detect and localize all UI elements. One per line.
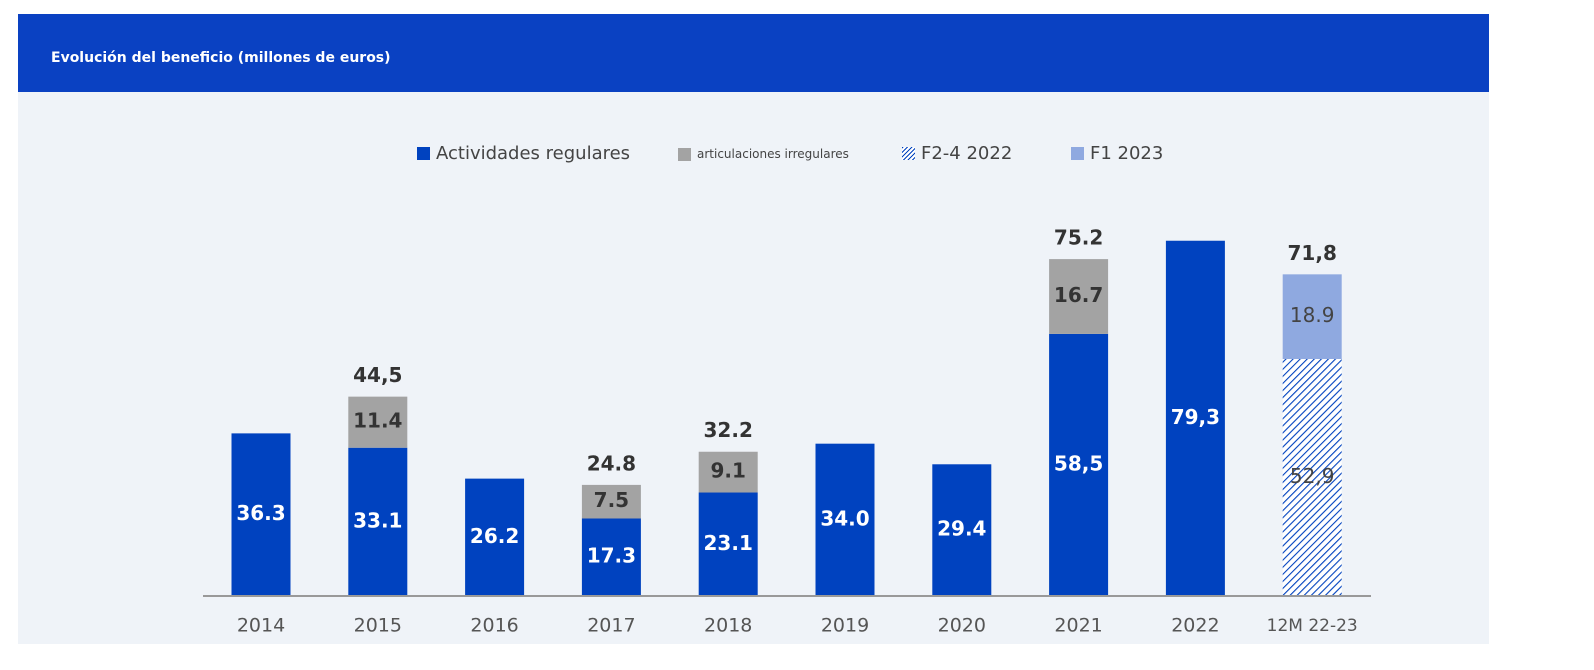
chart-title: Evolución del beneficio (millones de eur… [51, 50, 391, 66]
bar-value-label: 23.1 [704, 531, 753, 555]
legend-label-regular: Actividades regulares [436, 143, 631, 164]
bar-value-label: 52,9 [1290, 464, 1335, 488]
legend-item-f1: F1 2023 [1071, 143, 1163, 164]
bar-total-label: 24.8 [587, 451, 636, 475]
bar-2-2021 [1049, 259, 1109, 334]
bar-1-2016 [465, 478, 525, 596]
bar-value-label: 79,3 [1171, 405, 1220, 429]
bar-total-label: 44,5 [353, 363, 402, 387]
bar-value-label: 7.5 [594, 488, 629, 512]
x-tick-label: 2022 [1171, 615, 1219, 637]
legend: Actividades regulares articulaciones irr… [18, 143, 1489, 173]
bar-1-2019 [815, 443, 875, 596]
bar-value-label: 11.4 [353, 409, 402, 433]
legend-item-regular: Actividades regulares [417, 143, 630, 164]
bar-4-12M-22-23 [1282, 274, 1342, 360]
bar-value-label: 9.1 [710, 459, 745, 483]
bar-3-12M-22-23 [1282, 359, 1342, 596]
legend-swatch-regular [417, 147, 430, 160]
bar-value-label: 16.7 [1054, 283, 1103, 307]
bar-1-2021 [1049, 333, 1109, 596]
x-tick-label: 2019 [821, 615, 869, 637]
bar-value-label: 36.3 [236, 501, 285, 525]
bar-1-2020 [932, 464, 992, 596]
bar-value-label: 34.0 [820, 506, 869, 530]
bar-value-label: 26.2 [470, 524, 519, 548]
bar-value-label: 58,5 [1054, 451, 1103, 475]
bar-1-2018 [698, 492, 758, 596]
bar-total-label: 71,8 [1288, 241, 1337, 265]
header-bar: Evolución del beneficio (millones de eur… [18, 14, 1489, 92]
x-tick-label: 2017 [587, 615, 635, 637]
x-tick-label: 2014 [237, 615, 285, 637]
x-tick-label: 12M 22-23 [1267, 616, 1358, 636]
legend-label-irregular: articulaciones irregulares [697, 147, 849, 161]
bar-1-2017 [581, 518, 641, 596]
bar-chart: 36.3 2014 33.1 11.4 44,5 2015 26.2 2016 17.3 7.5 2… [203, 226, 1371, 637]
legend-label-f24: F2-4 2022 [921, 143, 1013, 164]
bar-2-2018 [698, 451, 758, 493]
bar-2-2015 [348, 396, 408, 448]
x-tick-label: 2015 [354, 615, 402, 637]
bar-total-label: 32.2 [704, 418, 753, 442]
bar-1-2022 [1165, 240, 1225, 596]
x-tick-label: 2018 [704, 615, 752, 637]
x-tick-label: 2021 [1054, 615, 1102, 637]
legend-swatch-irregular [678, 147, 691, 161]
legend-item-f24: F2-4 2022 [902, 143, 1012, 164]
bar-1-2014 [231, 433, 291, 596]
bar-total-label: 75.2 [1054, 226, 1103, 250]
x-tick-label: 2020 [938, 615, 986, 637]
legend-swatch-f1 [1071, 147, 1084, 160]
bar-value-label: 17.3 [587, 544, 636, 568]
bar-2-2017 [581, 484, 641, 519]
bar-value-label: 18.9 [1290, 303, 1335, 327]
bar-value-label: 29.4 [937, 517, 986, 541]
legend-item-irregular: articulaciones irregulares [678, 147, 849, 161]
legend-label-f1: F1 2023 [1090, 143, 1164, 164]
bar-value-label: 33.1 [353, 508, 402, 532]
bar-1-2015 [348, 447, 408, 596]
chart-panel: Evolución del beneficio (millones de eur… [18, 14, 1489, 644]
legend-swatch-f24 [902, 147, 915, 160]
x-tick-label: 2016 [470, 615, 518, 637]
